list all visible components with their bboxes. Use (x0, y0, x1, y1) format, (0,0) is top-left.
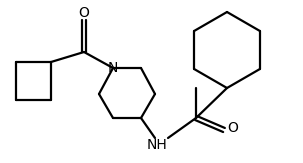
Text: O: O (228, 121, 238, 135)
Text: O: O (78, 6, 89, 20)
Text: NH: NH (147, 138, 167, 152)
Text: N: N (108, 61, 118, 75)
